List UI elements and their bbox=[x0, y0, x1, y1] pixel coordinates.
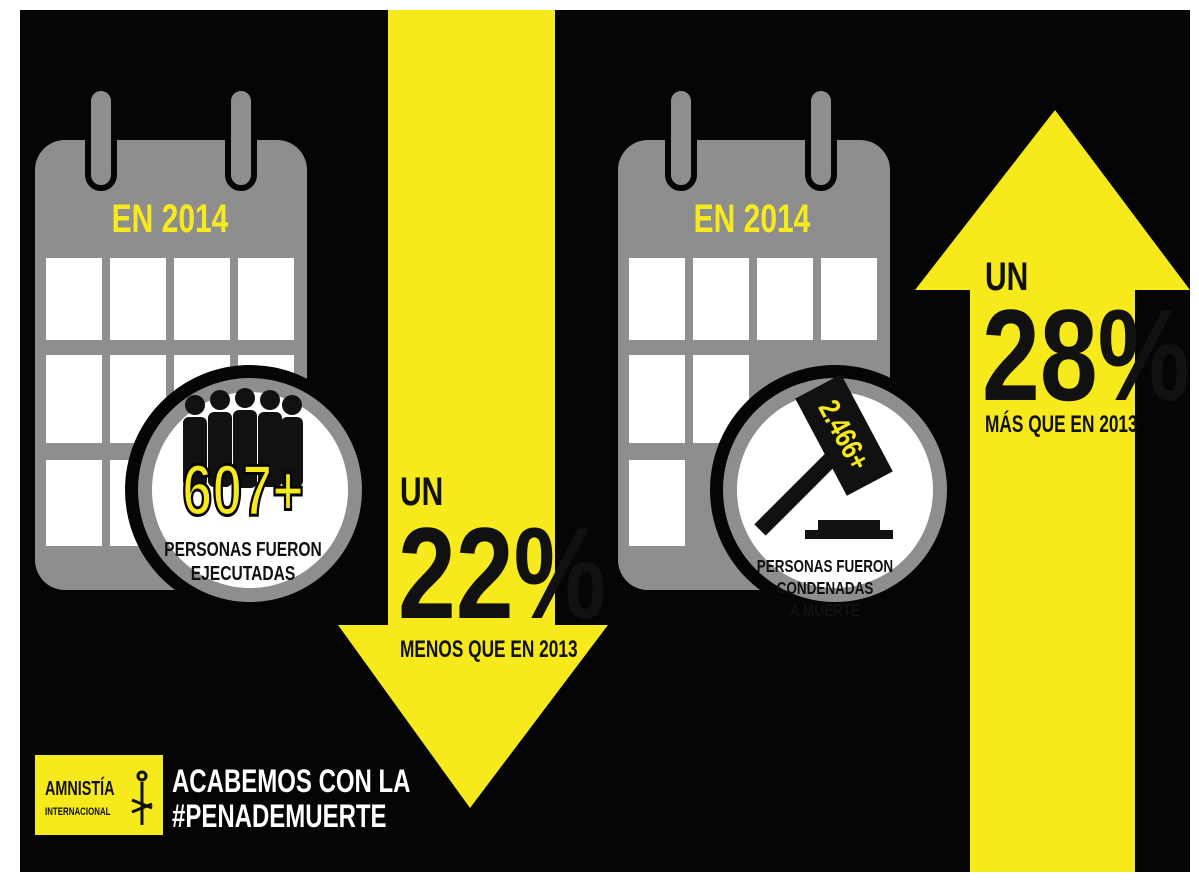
calendar-label: EN 2014 bbox=[694, 197, 811, 241]
caption-line: A MUERTE bbox=[790, 601, 860, 620]
caption-line: CONDENADAS bbox=[777, 579, 874, 598]
change-prefix: UN bbox=[985, 255, 1028, 299]
change-note: MÁS QUE EN 2013 bbox=[985, 411, 1138, 437]
slogan-line: ACABEMOS CON LA bbox=[172, 763, 411, 799]
calendar-label: EN 2014 bbox=[112, 197, 229, 241]
change-value: 28% bbox=[982, 282, 1190, 428]
down-arrow bbox=[338, 10, 608, 808]
logo-text: AMNISTÍA bbox=[45, 777, 115, 800]
figure: 607+ bbox=[182, 451, 304, 531]
candle-icon bbox=[131, 770, 153, 825]
change-value: 22% bbox=[398, 500, 606, 646]
caption-line: PERSONAS FUERON bbox=[164, 538, 322, 560]
caption-line: PERSONAS FUERON bbox=[757, 557, 893, 576]
people-icon bbox=[183, 388, 303, 488]
slogan-line: #PENADEMUERTE bbox=[172, 798, 387, 834]
change-note: MENOS QUE EN 2013 bbox=[400, 636, 578, 662]
up-arrow bbox=[915, 110, 1190, 872]
change-prefix: UN bbox=[400, 470, 443, 514]
caption-line: EJECUTADAS bbox=[191, 562, 296, 584]
logo-text: INTERNACIONAL bbox=[45, 806, 111, 819]
gavel-icon bbox=[754, 374, 893, 539]
